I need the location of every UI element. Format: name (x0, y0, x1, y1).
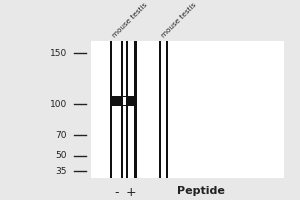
Bar (110, 41, 123, 178)
FancyBboxPatch shape (91, 41, 284, 178)
Bar (159, 41, 168, 178)
Text: 70: 70 (55, 131, 67, 140)
Text: 100: 100 (50, 100, 67, 109)
Bar (126, 41, 136, 178)
Text: mouse testis: mouse testis (112, 2, 148, 39)
Text: -: - (115, 186, 119, 199)
Text: +: + (125, 186, 136, 199)
Text: 50: 50 (55, 151, 67, 160)
Bar (128, 41, 134, 178)
Bar (123, 97, 126, 105)
Bar (110, 96, 136, 106)
Bar (160, 41, 166, 178)
Text: 150: 150 (50, 49, 67, 58)
Text: Peptide: Peptide (177, 186, 224, 196)
Bar (112, 41, 121, 178)
Text: 35: 35 (55, 167, 67, 176)
Text: mouse testis: mouse testis (160, 2, 197, 39)
